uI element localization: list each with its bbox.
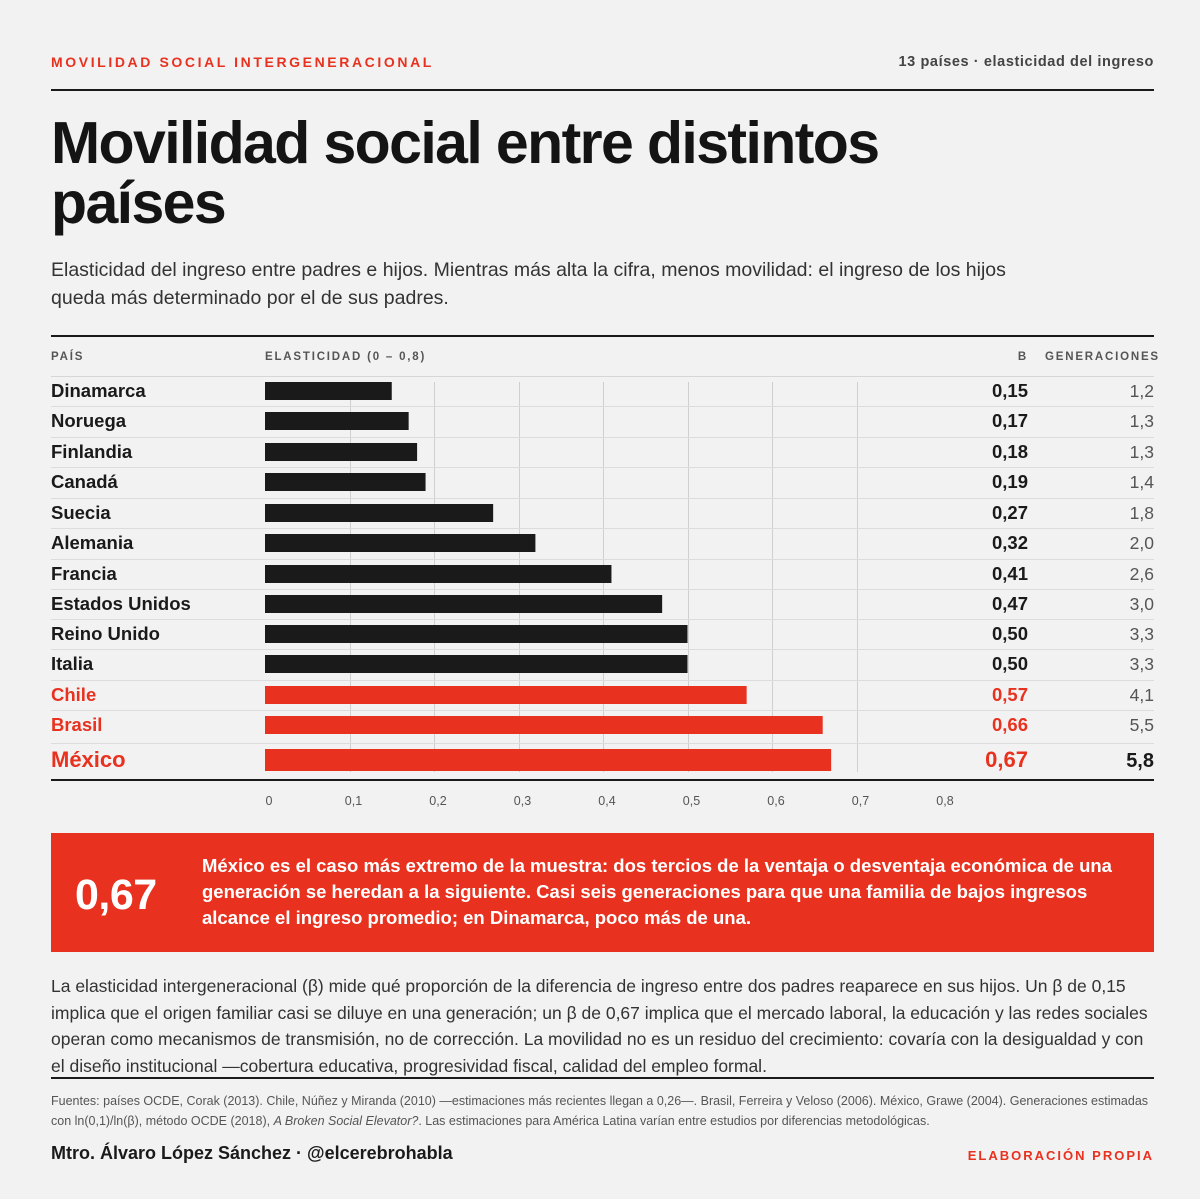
beta-value: 0,27 (992, 502, 1028, 523)
beta-value: 0,15 (992, 380, 1028, 401)
beta-value: 0,50 (992, 623, 1028, 644)
bar (265, 473, 426, 491)
bar (265, 749, 832, 771)
tick-label: 0,2 (429, 794, 446, 808)
generations-value: 3,3 (1130, 624, 1154, 644)
tick-label: 0 (266, 794, 273, 808)
callout-number: 0,67 (75, 871, 157, 919)
country-label: Brasil (51, 714, 102, 735)
country-label: Dinamarca (51, 380, 146, 401)
beta-value: 0,50 (992, 653, 1028, 674)
beta-value: 0,18 (992, 441, 1028, 462)
generations-value: 1,3 (1130, 411, 1154, 431)
tick-label: 0,5 (683, 794, 700, 808)
beta-value: 0,66 (992, 714, 1028, 735)
tick-label: 0,7 (852, 794, 869, 808)
bar (265, 565, 612, 583)
chart-top-rule (51, 335, 1154, 337)
beta-value: 0,41 (992, 563, 1028, 584)
beta-value: 0,67 (985, 747, 1028, 772)
generations-value: 1,8 (1130, 503, 1154, 523)
sources-note: Fuentes: países OCDE, Corak (2013). Chil… (51, 1091, 1151, 1131)
generations-value: 3,3 (1130, 654, 1154, 674)
tick-label: 0,4 (598, 794, 615, 808)
generations-value: 1,4 (1130, 472, 1155, 492)
generations-value: 1,3 (1130, 442, 1154, 462)
bar (265, 716, 823, 734)
generations-value: 5,8 (1126, 750, 1154, 772)
col-header-country: PAÍS (51, 351, 85, 363)
callout-text: México es el caso más extremo de la mues… (202, 855, 1112, 928)
sources-text-1: Fuentes: países OCDE, Corak (2013). Chil… (51, 1094, 1149, 1128)
country-label: Noruega (51, 410, 127, 431)
col-header-generations: GENERACIONES (1045, 351, 1160, 363)
elaboration-credit: ELABORACIÓN PROPIA (967, 1148, 1154, 1163)
bar (265, 686, 747, 704)
country-label: México (51, 747, 126, 772)
footer-rule (51, 1077, 1154, 1079)
bar (265, 534, 536, 552)
axis-rule (51, 779, 1154, 781)
header-meta: 13 países · elasticidad del ingreso (898, 54, 1154, 70)
generations-value: 2,6 (1130, 564, 1154, 584)
country-label: Reino Unido (51, 623, 160, 644)
beta-value: 0,32 (992, 532, 1028, 553)
country-label: Chile (51, 684, 96, 705)
tick-label: 0,3 (514, 794, 531, 808)
generations-value: 5,5 (1130, 715, 1154, 735)
generations-value: 2,0 (1130, 533, 1155, 553)
callout-box: 0,67 México es el caso más extremo de la… (51, 833, 1154, 952)
beta-value: 0,19 (992, 471, 1028, 492)
generations-value: 1,2 (1130, 381, 1154, 401)
col-header-elasticity: ELASTICIDAD (0 – 0,8) (265, 351, 427, 363)
sources-text-2: . Las estimaciones para América Latina v… (418, 1114, 930, 1128)
beta-value: 0,47 (992, 593, 1028, 614)
kicker: MOVILIDAD SOCIAL INTERGENERACIONAL (51, 54, 434, 70)
bar (265, 443, 418, 461)
bar (265, 382, 392, 400)
generations-value: 4,1 (1130, 685, 1154, 705)
bar (265, 504, 494, 522)
top-rule (51, 89, 1154, 91)
page-title: Movilidad social entre distintos países (51, 110, 880, 236)
country-label: Italia (51, 653, 94, 674)
generations-value: 3,0 (1130, 594, 1155, 614)
beta-value: 0,57 (992, 684, 1028, 705)
country-label: Alemania (51, 532, 134, 553)
elasticity-bar-chart: Dinamarca 0,15 1,2 Noruega 0,17 1,3 Finlandia 0… (51, 376, 1155, 808)
country-label: Francia (51, 563, 118, 584)
beta-value: 0,17 (992, 410, 1028, 431)
country-label: Canadá (51, 471, 119, 492)
country-label: Finlandia (51, 441, 133, 462)
body-text: La elasticidad intergeneracional (β) mid… (51, 976, 1148, 1076)
tick-label: 0,6 (767, 794, 784, 808)
bar (265, 595, 663, 613)
author-credit: Mtro. Álvaro López Sánchez · @elcerebroh… (51, 1143, 453, 1163)
bar (265, 655, 688, 673)
country-label: Suecia (51, 502, 111, 523)
country-label: Estados Unidos (51, 593, 191, 614)
tick-label: 0,8 (936, 794, 953, 808)
sources-italic-title: A Broken Social Elevator? (273, 1114, 419, 1128)
col-header-beta: Β (1017, 351, 1028, 363)
bar (265, 625, 688, 643)
bar (265, 412, 409, 430)
subtitle: Elasticidad del ingreso entre padres e h… (51, 259, 1006, 309)
tick-label: 0,1 (345, 794, 362, 808)
